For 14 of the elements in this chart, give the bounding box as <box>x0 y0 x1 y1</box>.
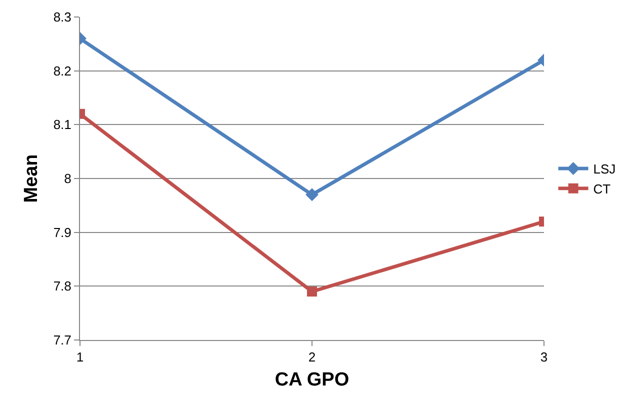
x-tick-label: 1 <box>76 350 84 365</box>
legend-label: CT <box>593 181 611 196</box>
y-tick-label: 7.7 <box>53 332 72 348</box>
y-tick-label: 7.9 <box>53 224 72 240</box>
y-tick-label: 8.2 <box>53 63 72 78</box>
x-axis-title: CA GPO <box>274 369 350 390</box>
y-tick-label: 7.8 <box>53 278 72 294</box>
legend-label: LSJ <box>593 162 616 177</box>
x-tick-label: 2 <box>308 350 316 365</box>
x-tick-label: 3 <box>540 350 548 365</box>
y-tick-label: 8 <box>64 171 72 186</box>
y-tick-label: 8.3 <box>53 10 72 25</box>
y-tick-label: 8.1 <box>53 117 72 132</box>
y-axis-title: Mean <box>21 154 42 203</box>
